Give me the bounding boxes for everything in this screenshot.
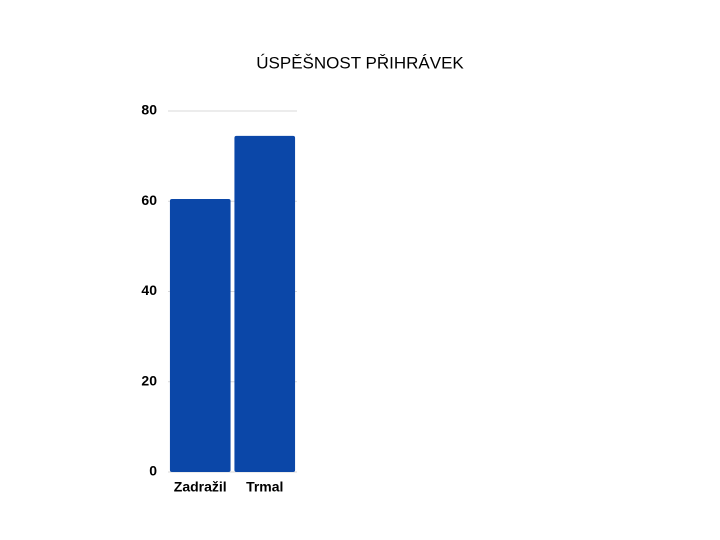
x-tick-label: Trmal xyxy=(246,479,283,495)
y-tick-label: 60 xyxy=(141,192,157,208)
chart-title: ÚSPĚŠNOST PŘIHRÁVEK xyxy=(256,53,464,72)
bar xyxy=(234,135,296,472)
bar xyxy=(169,198,231,472)
x-tick-label: Zadražil xyxy=(174,479,227,495)
y-tick-label: 80 xyxy=(141,102,157,118)
y-tick-label: 40 xyxy=(141,282,157,298)
y-tick-label: 0 xyxy=(149,463,157,479)
y-tick-label: 20 xyxy=(141,372,157,388)
